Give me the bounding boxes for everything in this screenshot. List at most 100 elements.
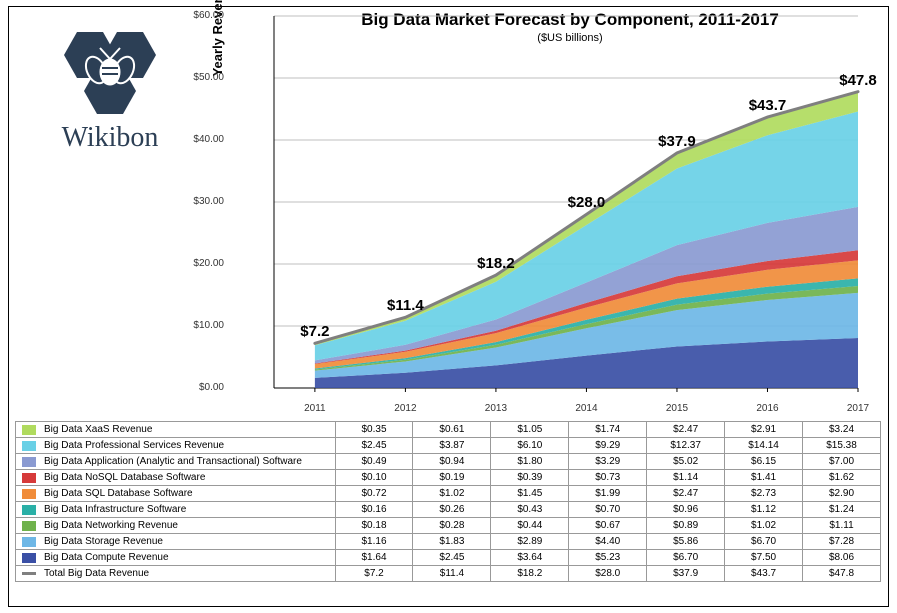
table-cell: $0.18 bbox=[335, 518, 413, 534]
series-label: Big Data SQL Database Software bbox=[44, 488, 193, 499]
table-cell: $0.73 bbox=[569, 470, 647, 486]
table-cell: $1.99 bbox=[569, 486, 647, 502]
total-data-label: $11.4 bbox=[387, 297, 424, 314]
table-cell: $1.45 bbox=[491, 486, 569, 502]
table-cell: $1.64 bbox=[335, 550, 413, 566]
series-label: Big Data Compute Revenue bbox=[44, 552, 169, 563]
series-label: Big Data NoSQL Database Software bbox=[44, 472, 205, 483]
table-cell: $1.11 bbox=[803, 518, 881, 534]
table-cell: $0.89 bbox=[647, 518, 725, 534]
legend-swatch bbox=[22, 489, 36, 499]
series-label: Big Data Professional Services Revenue bbox=[44, 440, 224, 451]
table-cell: $6.70 bbox=[647, 550, 725, 566]
x-tick: 2015 bbox=[647, 403, 707, 414]
total-data-label: $28.0 bbox=[568, 194, 606, 211]
table-row: Big Data NoSQL Database Software$0.10$0.… bbox=[16, 470, 881, 486]
table-cell: $0.49 bbox=[335, 454, 413, 470]
table-cell: $1.62 bbox=[803, 470, 881, 486]
y-tick: $50.00 bbox=[184, 72, 224, 83]
y-tick: $10.00 bbox=[184, 320, 224, 331]
table-label-cell: Big Data Networking Revenue bbox=[16, 518, 336, 534]
table-cell: $0.26 bbox=[413, 502, 491, 518]
legend-swatch bbox=[22, 537, 36, 547]
table-cell: $3.24 bbox=[803, 422, 881, 438]
data-table: Big Data XaaS Revenue$0.35$0.61$1.05$1.7… bbox=[15, 421, 881, 582]
table-cell: $0.43 bbox=[491, 502, 569, 518]
table-cell: $1.05 bbox=[491, 422, 569, 438]
table-cell: $0.94 bbox=[413, 454, 491, 470]
total-data-label: $37.9 bbox=[658, 133, 696, 150]
table-cell: $6.15 bbox=[725, 454, 803, 470]
table-cell: $7.00 bbox=[803, 454, 881, 470]
series-label: Big Data Storage Revenue bbox=[44, 536, 163, 547]
table-cell: $6.70 bbox=[725, 534, 803, 550]
table-cell: $0.28 bbox=[413, 518, 491, 534]
table-cell: $0.19 bbox=[413, 470, 491, 486]
table-cell: $0.16 bbox=[335, 502, 413, 518]
table-label-cell: Big Data Application (Analytic and Trans… bbox=[16, 454, 336, 470]
table-label-cell: Total Big Data Revenue bbox=[16, 566, 336, 582]
table-label-cell: Big Data SQL Database Software bbox=[16, 486, 336, 502]
table-cell: $15.38 bbox=[803, 438, 881, 454]
x-tick: 2012 bbox=[375, 403, 435, 414]
x-tick: 2016 bbox=[737, 403, 797, 414]
table-cell: $2.45 bbox=[335, 438, 413, 454]
table-cell: $11.4 bbox=[413, 566, 491, 582]
table-cell: $28.0 bbox=[569, 566, 647, 582]
table-cell: $0.70 bbox=[569, 502, 647, 518]
x-tick: 2013 bbox=[466, 403, 526, 414]
table-cell: $1.24 bbox=[803, 502, 881, 518]
table-label-cell: Big Data Professional Services Revenue bbox=[16, 438, 336, 454]
total-data-label: $43.7 bbox=[749, 97, 787, 114]
table-cell: $6.10 bbox=[491, 438, 569, 454]
table-cell: $8.06 bbox=[803, 550, 881, 566]
legend-swatch bbox=[22, 572, 36, 575]
series-label: Big Data XaaS Revenue bbox=[44, 424, 152, 435]
table-label-cell: Big Data Compute Revenue bbox=[16, 550, 336, 566]
y-tick: $30.00 bbox=[184, 196, 224, 207]
table-cell: $0.72 bbox=[335, 486, 413, 502]
legend-swatch bbox=[22, 441, 36, 451]
table-row: Big Data Compute Revenue$1.64$2.45$3.64$… bbox=[16, 550, 881, 566]
table-row: Total Big Data Revenue$7.2$11.4$18.2$28.… bbox=[16, 566, 881, 582]
table-cell: $0.10 bbox=[335, 470, 413, 486]
table-label-cell: Big Data Infrastructure Software bbox=[16, 502, 336, 518]
table-row: Big Data Storage Revenue$1.16$1.83$2.89$… bbox=[16, 534, 881, 550]
table-cell: $5.02 bbox=[647, 454, 725, 470]
table-cell: $9.29 bbox=[569, 438, 647, 454]
table-cell: $3.64 bbox=[491, 550, 569, 566]
y-tick: $20.00 bbox=[184, 258, 224, 269]
table-cell: $2.90 bbox=[803, 486, 881, 502]
table-cell: $2.47 bbox=[647, 422, 725, 438]
table-cell: $1.02 bbox=[725, 518, 803, 534]
table-cell: $12.37 bbox=[647, 438, 725, 454]
table-cell: $7.2 bbox=[335, 566, 413, 582]
legend-swatch bbox=[22, 425, 36, 435]
series-label: Big Data Application (Analytic and Trans… bbox=[44, 456, 302, 467]
legend-swatch bbox=[22, 553, 36, 563]
table-cell: $4.40 bbox=[569, 534, 647, 550]
table-row: Big Data Infrastructure Software$0.16$0.… bbox=[16, 502, 881, 518]
table-cell: $1.83 bbox=[413, 534, 491, 550]
table-cell: $1.14 bbox=[647, 470, 725, 486]
legend-swatch bbox=[22, 457, 36, 467]
table-cell: $2.73 bbox=[725, 486, 803, 502]
table-cell: $0.96 bbox=[647, 502, 725, 518]
table-cell: $5.86 bbox=[647, 534, 725, 550]
total-data-label: $7.2 bbox=[300, 323, 329, 340]
legend-swatch bbox=[22, 473, 36, 483]
table-cell: $3.87 bbox=[413, 438, 491, 454]
table-cell: $43.7 bbox=[725, 566, 803, 582]
table-cell: $1.74 bbox=[569, 422, 647, 438]
table-label-cell: Big Data Storage Revenue bbox=[16, 534, 336, 550]
table-cell: $18.2 bbox=[491, 566, 569, 582]
table-cell: $2.89 bbox=[491, 534, 569, 550]
table-label-cell: Big Data NoSQL Database Software bbox=[16, 470, 336, 486]
table-row: Big Data Networking Revenue$0.18$0.28 $0.… bbox=[16, 518, 881, 534]
legend-swatch bbox=[22, 521, 36, 531]
table-cell: $1.02 bbox=[413, 486, 491, 502]
table-cell: $1.41 bbox=[725, 470, 803, 486]
table-cell: $1.16 bbox=[335, 534, 413, 550]
table-cell: $2.47 bbox=[647, 486, 725, 502]
table-cell: $7.28 bbox=[803, 534, 881, 550]
